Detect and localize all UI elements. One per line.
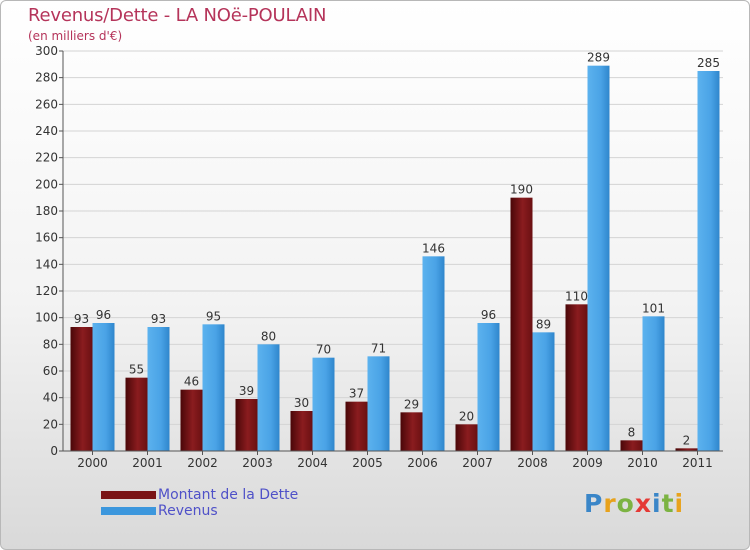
y-tick-label: 160 bbox=[35, 231, 58, 245]
legend: Montant de la Dette Revenus bbox=[101, 487, 298, 519]
data-label-revenue-2008: 89 bbox=[536, 317, 551, 331]
bar-revenue-2004 bbox=[312, 357, 335, 451]
data-label-revenue-2009: 289 bbox=[587, 51, 610, 65]
y-tick-label: 120 bbox=[35, 284, 58, 298]
data-label-debt-2001: 55 bbox=[129, 363, 144, 377]
data-label-revenue-2000: 96 bbox=[96, 308, 111, 322]
bar-debt-2006 bbox=[400, 412, 423, 451]
y-tick-label: 100 bbox=[35, 311, 58, 325]
data-label-debt-2006: 29 bbox=[404, 397, 419, 411]
bar-revenue-2001 bbox=[147, 327, 170, 451]
data-label-revenue-2006: 146 bbox=[422, 241, 445, 255]
bar-debt-2002 bbox=[180, 389, 203, 451]
bar-debt-2003 bbox=[235, 399, 258, 451]
bar-debt-2009 bbox=[565, 304, 588, 451]
data-label-revenue-2004: 70 bbox=[316, 343, 331, 357]
data-label-debt-2011: 2 bbox=[683, 433, 691, 447]
x-tick-label-2008: 2008 bbox=[517, 456, 548, 470]
legend-item-revenue: Revenus bbox=[101, 503, 298, 519]
y-tick-label: 0 bbox=[50, 444, 58, 458]
data-label-revenue-2007: 96 bbox=[481, 308, 496, 322]
bar-debt-2001 bbox=[125, 377, 148, 451]
bar-revenue-2000 bbox=[92, 323, 115, 451]
data-label-debt-2009: 110 bbox=[565, 289, 588, 303]
x-tick-label-2006: 2006 bbox=[407, 456, 438, 470]
bar-revenue-2009 bbox=[587, 65, 610, 452]
bar-revenue-2003 bbox=[257, 344, 280, 451]
bar-debt-2005 bbox=[345, 401, 368, 451]
x-tick-label-2010: 2010 bbox=[627, 456, 658, 470]
bar-revenue-2006 bbox=[422, 256, 445, 451]
x-tick-label-2007: 2007 bbox=[462, 456, 493, 470]
bar-debt-2008 bbox=[510, 197, 533, 451]
y-tick-label: 60 bbox=[43, 364, 58, 378]
data-label-debt-2007: 20 bbox=[459, 409, 474, 423]
bar-debt-2000 bbox=[70, 327, 93, 451]
data-label-debt-2000: 93 bbox=[74, 312, 89, 326]
bar-revenue-2010 bbox=[642, 316, 665, 451]
bar-debt-2010 bbox=[620, 440, 643, 451]
y-tick-label: 180 bbox=[35, 204, 58, 218]
bar-debt-2011 bbox=[675, 448, 698, 451]
data-label-revenue-2003: 80 bbox=[261, 329, 276, 343]
x-tick-label-2003: 2003 bbox=[242, 456, 273, 470]
x-tick-label-2002: 2002 bbox=[187, 456, 218, 470]
data-label-revenue-2011: 285 bbox=[697, 56, 720, 70]
data-label-revenue-2002: 95 bbox=[206, 309, 221, 323]
data-label-revenue-2005: 71 bbox=[371, 341, 386, 355]
legend-item-debt: Montant de la Dette bbox=[101, 487, 298, 503]
x-tick-label-2001: 2001 bbox=[132, 456, 163, 470]
y-tick-label: 80 bbox=[43, 337, 58, 351]
bar-revenue-2005 bbox=[367, 356, 390, 451]
x-tick-label-2009: 2009 bbox=[572, 456, 603, 470]
x-tick-label-2005: 2005 bbox=[352, 456, 383, 470]
legend-label-revenue: Revenus bbox=[158, 503, 218, 519]
legend-swatch-revenue bbox=[101, 507, 156, 515]
bar-debt-2007 bbox=[455, 424, 478, 451]
data-label-revenue-2001: 93 bbox=[151, 312, 166, 326]
data-label-revenue-2010: 101 bbox=[642, 301, 665, 315]
y-tick-label: 140 bbox=[35, 257, 58, 271]
x-tick-label-2004: 2004 bbox=[297, 456, 328, 470]
x-tick-label-2000: 2000 bbox=[77, 456, 108, 470]
y-tick-label: 40 bbox=[43, 391, 58, 405]
bar-revenue-2002 bbox=[202, 324, 225, 451]
data-label-debt-2010: 8 bbox=[628, 425, 636, 439]
y-tick-label: 240 bbox=[35, 124, 58, 138]
chart-subtitle: (en milliers d'€) bbox=[28, 29, 123, 43]
legend-swatch-debt bbox=[101, 491, 156, 499]
data-label-debt-2008: 190 bbox=[510, 183, 533, 197]
data-label-debt-2004: 30 bbox=[294, 396, 309, 410]
y-tick-label: 220 bbox=[35, 151, 58, 165]
bar-revenue-2008 bbox=[532, 332, 555, 451]
x-tick-label-2011: 2011 bbox=[682, 456, 713, 470]
chart-title: Revenus/Dette - LA NOë-POULAIN bbox=[28, 5, 327, 26]
bar-revenue-2011 bbox=[697, 71, 720, 451]
legend-label-debt: Montant de la Dette bbox=[158, 487, 299, 503]
y-tick-label: 280 bbox=[35, 71, 58, 85]
proxiti-logo: Proxiti bbox=[584, 489, 685, 518]
y-tick-label: 260 bbox=[35, 97, 58, 111]
y-tick-label: 20 bbox=[43, 417, 58, 431]
bar-debt-2004 bbox=[290, 411, 313, 451]
data-label-debt-2005: 37 bbox=[349, 387, 364, 401]
y-tick-label: 200 bbox=[35, 177, 58, 191]
bar-revenue-2007 bbox=[477, 323, 500, 451]
y-tick-label: 300 bbox=[35, 44, 58, 58]
data-label-debt-2003: 39 bbox=[239, 384, 254, 398]
data-label-debt-2002: 46 bbox=[184, 375, 199, 389]
